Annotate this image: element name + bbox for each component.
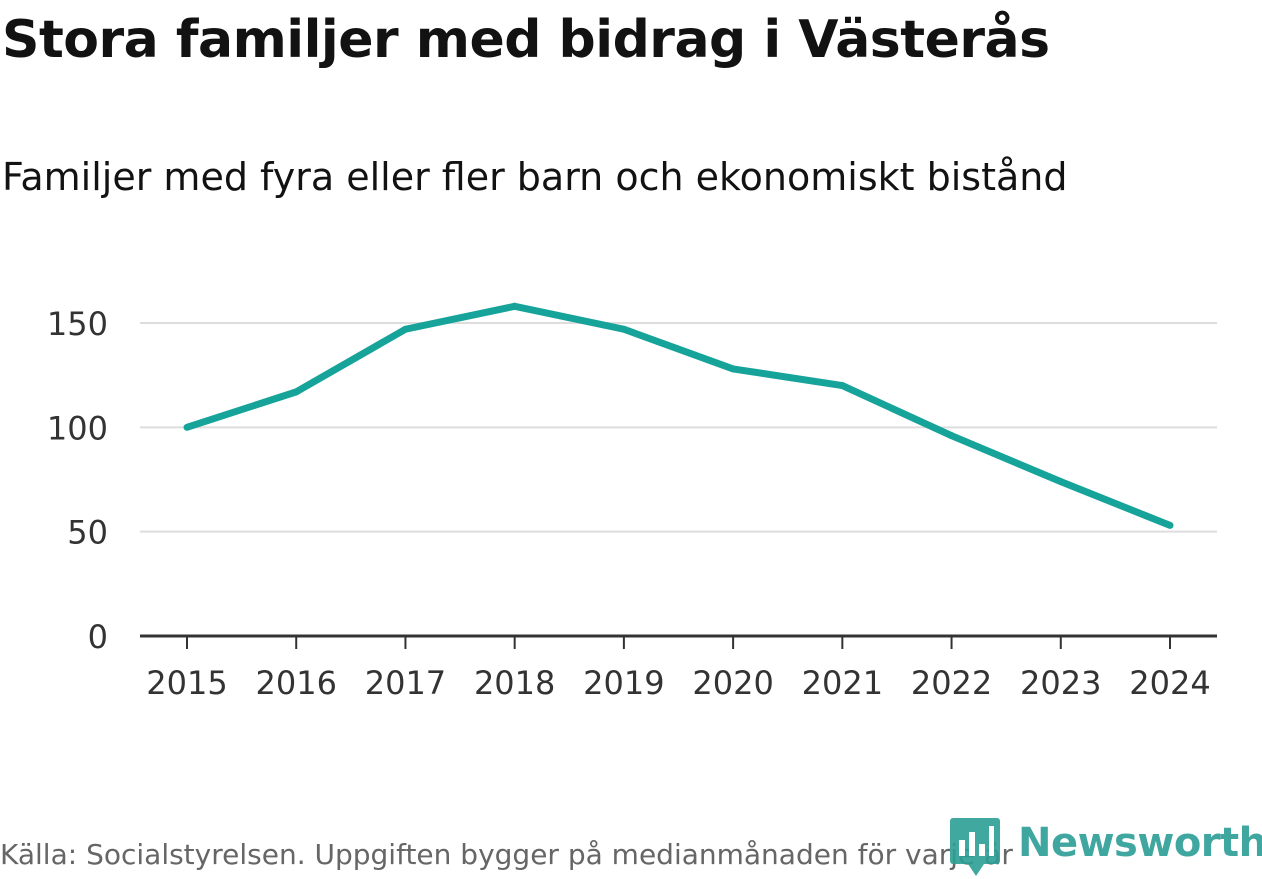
- newsworthy-logo: Newsworthy: [950, 818, 1262, 878]
- y-tick-label-0: 0: [88, 618, 108, 656]
- y-tick-label-50: 50: [67, 514, 108, 552]
- data-point-2021: [838, 382, 846, 390]
- series-layer: [183, 302, 1174, 529]
- data-point-2017: [401, 325, 409, 333]
- x-tick-label-2017: 2017: [365, 664, 446, 702]
- data-point-2016: [292, 388, 300, 396]
- data-point-2019: [620, 325, 628, 333]
- data-point-2018: [511, 302, 519, 310]
- source-note: Källa: Socialstyrelsen. Uppgiften bygger…: [0, 838, 1013, 871]
- chart-title: Stora familjer med bidrag i Västerås: [2, 10, 1050, 70]
- x-tick-label-2022: 2022: [911, 664, 992, 702]
- data-point-2024: [1166, 521, 1174, 529]
- x-axis: [140, 634, 1217, 649]
- newsworthy-logo-icon: [950, 818, 1000, 876]
- x-tick-label-2019: 2019: [583, 664, 664, 702]
- x-tick-label-2024: 2024: [1129, 664, 1210, 702]
- x-tick-label-2018: 2018: [474, 664, 555, 702]
- x-tick-label-2020: 2020: [692, 664, 773, 702]
- x-axis-labels: 2015 2016 2017 2018 2019 2020 2021 2022 2023 2024: [146, 664, 1210, 702]
- series-line-0: [185, 302, 1172, 529]
- data-point-2022: [948, 432, 956, 440]
- x-tick-label-2021: 2021: [802, 664, 883, 702]
- data-point-2015: [183, 423, 191, 431]
- gridlines: [140, 322, 1217, 533]
- y-tick-label-150: 150: [47, 305, 108, 343]
- x-tick-label-2023: 2023: [1020, 664, 1101, 702]
- y-axis-labels: 0 50 100 150: [47, 305, 108, 656]
- y-tick-label-100: 100: [47, 409, 108, 447]
- brand-name: Newsworthy: [1018, 820, 1262, 866]
- chart-subtitle: Familjer med fyra eller fler barn och ek…: [2, 155, 1068, 199]
- x-tick-label-2015: 2015: [146, 664, 227, 702]
- data-point-2020: [729, 365, 737, 373]
- x-tick-label-2016: 2016: [256, 664, 337, 702]
- data-point-2023: [1057, 478, 1065, 486]
